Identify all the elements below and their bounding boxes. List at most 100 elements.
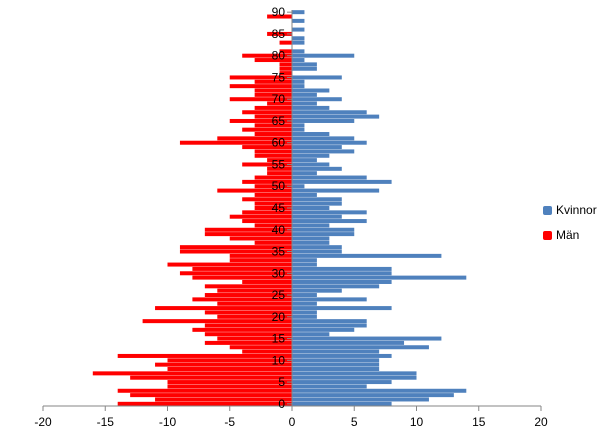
bar-man-age-76	[279, 71, 292, 76]
bar-man-age-81	[279, 49, 292, 54]
bar-man-age-85	[267, 31, 292, 36]
bar-kvinnor-age-29	[292, 275, 467, 280]
bar-man-age-31	[192, 266, 292, 271]
bar-kvinnor-age-36	[292, 245, 342, 250]
bar-man-age-12	[242, 349, 292, 354]
bar-kvinnor-age-22	[292, 306, 392, 311]
bar-man-age-46	[254, 201, 292, 206]
bar-man-age-74	[254, 79, 292, 84]
bar-kvinnor-age-72	[292, 88, 330, 93]
bar-man-age-30	[179, 271, 292, 276]
bar-man-age-69	[267, 101, 292, 106]
bar-kvinnor-age-38	[292, 236, 330, 241]
bar-man-age-24	[192, 297, 292, 302]
bar-kvinnor-age-18	[292, 323, 367, 328]
bar-kvinnor-age-2	[292, 393, 454, 398]
bar-man-age-62	[254, 132, 292, 137]
bar-man-age-16	[204, 332, 292, 337]
bar-kvinnor-age-14	[292, 340, 405, 345]
bar-man-age-34	[229, 253, 292, 258]
bar-man-age-22	[155, 306, 292, 311]
bar-man-age-28	[242, 279, 292, 284]
bar-man-age-64	[254, 123, 292, 128]
bar-man-age-8	[167, 367, 292, 372]
bar-kvinnor-age-70	[292, 97, 342, 102]
bar-kvinnor-age-61	[292, 136, 355, 141]
bar-kvinnor-age-25	[292, 293, 317, 298]
axes: -20 -15 -10 -5 0 5 10 15 20 0 5 10 15 20 25 30 35 40 45 50 5…	[34, 5, 548, 429]
bar-kvinnor-age-23	[292, 301, 317, 306]
y-tick-label: 85	[272, 27, 286, 41]
bar-kvinnor-age-33	[292, 258, 317, 263]
bar-man-age-71	[254, 92, 292, 97]
bar-kvinnor-age-65	[292, 118, 355, 123]
bar-man-age-23	[217, 301, 292, 306]
bar-kvinnor-age-78	[292, 62, 317, 67]
bar-man-age-67	[242, 110, 292, 115]
bar-man-age-48	[254, 192, 292, 197]
bar-kvinnor-age-51	[292, 179, 392, 184]
bar-man-age-10	[167, 358, 292, 363]
bar-kvinnor-age-21	[292, 310, 317, 315]
bar-man-age-58	[254, 149, 292, 154]
bar-man-age-6	[130, 375, 292, 380]
y-tick-label: 70	[272, 92, 286, 106]
bar-kvinnor-age-13	[292, 345, 429, 350]
bar-kvinnor-age-30	[292, 271, 392, 276]
bar-kvinnor-age-7	[292, 371, 417, 376]
bar-kvinnor-age-60	[292, 140, 367, 145]
bar-kvinnor-age-83	[292, 40, 305, 45]
bar-man-age-83	[279, 40, 292, 45]
bar-man-age-80	[242, 53, 292, 58]
bar-man-age-25	[204, 293, 292, 298]
bar-kvinnor-age-35	[292, 249, 342, 254]
legend-label-kvinnor: Kvinnor	[556, 203, 597, 217]
bar-kvinnor-age-53	[292, 171, 317, 176]
bar-man-age-40	[204, 227, 292, 232]
bar-kvinnor-age-48	[292, 192, 317, 197]
bar-man-age-2	[130, 393, 292, 398]
y-tick-label: 25	[272, 288, 286, 302]
bar-man-age-9	[155, 362, 292, 367]
bar-kvinnor-age-32	[292, 262, 317, 267]
bar-kvinnor-age-84	[292, 36, 305, 41]
bar-kvinnor-age-79	[292, 58, 305, 63]
x-tick-label: 20	[534, 415, 548, 429]
bar-man-age-32	[167, 262, 292, 267]
x-tick-label: -15	[97, 415, 115, 429]
x-tick-label: 10	[410, 415, 424, 429]
bar-man-age-36	[179, 245, 292, 250]
bar-man-age-15	[217, 336, 292, 341]
bar-man-age-59	[242, 145, 292, 150]
y-tick-label: 55	[272, 157, 286, 171]
bar-man-age-70	[229, 97, 292, 102]
bar-man-age-43	[229, 214, 292, 219]
y-tick-label: 80	[272, 49, 286, 63]
y-tick-label: 30	[272, 266, 286, 280]
bar-man-age-27	[204, 284, 292, 289]
bar-man-age-14	[204, 340, 292, 345]
bar-kvinnor-age-17	[292, 327, 355, 332]
bar-man-age-33	[229, 258, 292, 263]
bar-man-age-17	[192, 327, 292, 332]
bar-man-age-19	[142, 319, 292, 324]
bar-kvinnor-age-4	[292, 384, 367, 389]
bar-kvinnor-age-50	[292, 184, 305, 189]
bar-kvinnor-age-45	[292, 206, 330, 210]
x-tick-label: 0	[289, 415, 296, 429]
legend-item-kvinnor: Kvinnor	[543, 203, 597, 217]
bar-man-age-42	[242, 219, 292, 224]
bar-man-age-13	[229, 345, 292, 350]
bar-kvinnor-age-42	[292, 219, 367, 224]
bar-kvinnor-age-6	[292, 375, 417, 380]
legend-label-man: Män	[556, 228, 580, 242]
bar-man-age-1	[155, 397, 292, 402]
y-tick-label: 0	[278, 397, 285, 411]
bar-kvinnor-age-12	[292, 349, 380, 354]
bar-kvinnor-age-64	[292, 123, 305, 128]
bar-man-age-79	[254, 58, 292, 63]
bar-kvinnor-age-81	[292, 49, 305, 54]
bar-man-age-77	[279, 66, 292, 71]
bar-kvinnor-age-57	[292, 153, 330, 158]
bar-man-age-3	[117, 388, 292, 393]
